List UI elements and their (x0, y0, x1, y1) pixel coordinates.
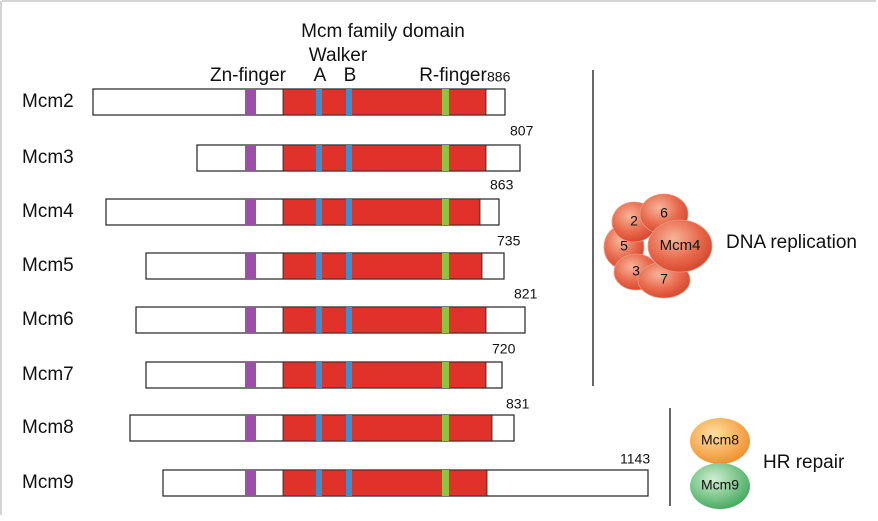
subunit-label: 3 (632, 263, 640, 279)
subunit-label: 7 (660, 271, 668, 287)
protein-name: Mcm8 (22, 417, 74, 438)
protein-name: Mcm6 (22, 309, 74, 330)
walker-a (316, 145, 322, 171)
subunit-label: 2 (630, 213, 638, 229)
subunit-label: 5 (620, 238, 628, 254)
header-walker: Walker (309, 45, 368, 66)
walker-a (316, 362, 322, 388)
walker-b (346, 253, 352, 279)
header-r: R-finger (419, 65, 487, 86)
zn-finger (245, 470, 256, 496)
walker-b (346, 362, 352, 388)
header-b: B (344, 65, 357, 86)
zn-finger (245, 89, 256, 115)
header-title: Mcm family domain (301, 21, 465, 42)
r-finger (442, 470, 449, 496)
walker-b (346, 415, 352, 441)
mcm-domain (283, 199, 480, 225)
r-finger (442, 253, 449, 279)
walker-a (316, 253, 322, 279)
subunit-label: Mcm4 (660, 237, 701, 254)
r-finger (442, 362, 449, 388)
walker-b (346, 470, 352, 496)
zn-finger (245, 253, 256, 279)
subunit-label: Mcm9 (701, 477, 739, 493)
mcm-domain (283, 145, 486, 171)
protein-name: Mcm4 (22, 201, 74, 222)
protein-name: Mcm7 (22, 364, 74, 385)
protein-length: 720 (492, 341, 516, 357)
header-a: A (314, 65, 327, 86)
r-finger (442, 199, 449, 225)
zn-finger (245, 145, 256, 171)
walker-a (316, 307, 322, 333)
walker-a (316, 89, 322, 115)
diagram: Mcm family domain Walker Zn-finger A B R… (0, 0, 878, 516)
protein-length: 886 (487, 69, 511, 85)
walker-a (316, 470, 322, 496)
mcm-domain (283, 307, 486, 333)
mcm-domain (283, 253, 482, 279)
protein-name: Mcm3 (22, 147, 74, 168)
protein-length: 1143 (620, 451, 650, 467)
protein-length: 863 (490, 177, 514, 193)
zn-finger (245, 307, 256, 333)
protein-length: 821 (514, 286, 538, 302)
r-finger (442, 307, 449, 333)
subunit-label: Mcm8 (701, 432, 739, 448)
mcm-domain (283, 470, 487, 496)
walker-a (316, 199, 322, 225)
walker-b (346, 199, 352, 225)
protein-rows: Mcm2 886 Mcm3 807 Mcm4 863 Mcm5 735 Mcm6 821 Mcm7 7… (22, 69, 650, 496)
mcm-domain (283, 89, 486, 115)
walker-b (346, 307, 352, 333)
protein-name: Mcm2 (22, 91, 74, 112)
r-finger (442, 415, 449, 441)
protein-name: Mcm9 (22, 472, 74, 493)
zn-finger (245, 199, 256, 225)
protein-length: 735 (497, 233, 521, 249)
protein-length: 807 (510, 123, 534, 139)
complex-label: DNA replication (726, 232, 857, 253)
subunit-label: 6 (660, 205, 668, 221)
walker-a (316, 415, 322, 441)
complex-label: HR repair (763, 452, 845, 473)
protein-name: Mcm5 (22, 255, 74, 276)
zn-finger (245, 415, 256, 441)
walker-b (346, 145, 352, 171)
protein-length: 831 (506, 396, 530, 412)
zn-finger (245, 362, 256, 388)
mcm-domain (283, 415, 492, 441)
r-finger (442, 145, 449, 171)
walker-b (346, 89, 352, 115)
mcm-domain (283, 362, 486, 388)
header-zn: Zn-finger (210, 65, 287, 86)
r-finger (442, 89, 449, 115)
